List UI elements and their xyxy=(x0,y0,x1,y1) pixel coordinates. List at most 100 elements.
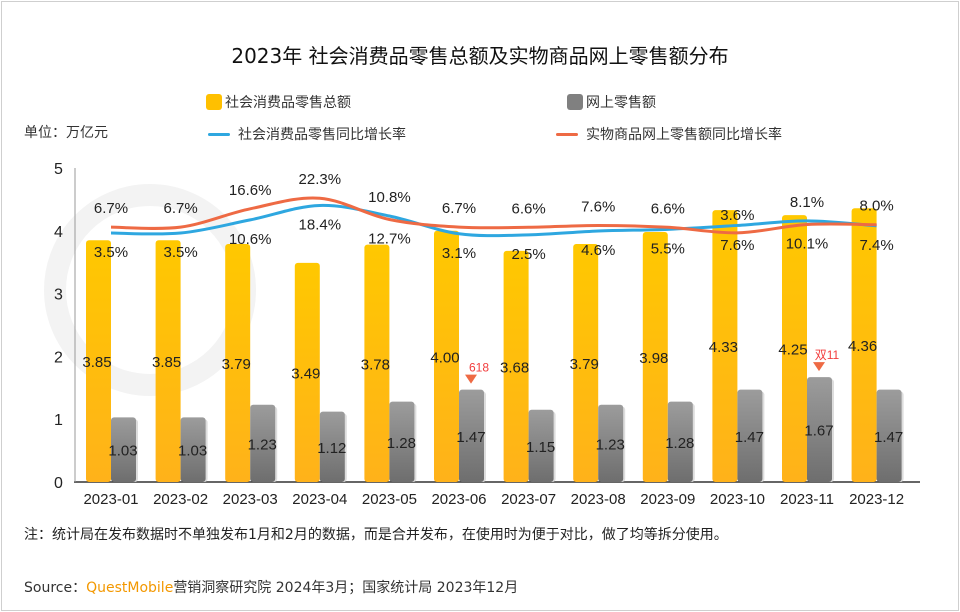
line-label-retail-growth: 7.6% xyxy=(720,237,754,254)
line-label-online-growth: 22.3% xyxy=(299,171,342,188)
x-tick-label: 2023-12 xyxy=(849,491,904,508)
bar-retail-total xyxy=(782,215,807,482)
legend-item-online-retail: 网上零售额 xyxy=(567,92,656,112)
bar-label-retail-total: 4.00 xyxy=(430,349,459,366)
line-label-retail-growth: 5.5% xyxy=(651,240,685,257)
annotation-arrow-icon xyxy=(465,374,477,384)
line-label-online-growth: 6.7% xyxy=(163,200,197,217)
legend-item-online-growth: 实物商品网上零售额同比增长率 xyxy=(556,124,782,144)
legend-label: 实物商品网上零售额同比增长率 xyxy=(586,127,782,143)
bar-label-retail-total: 3.85 xyxy=(152,354,181,371)
bar-retail-total xyxy=(294,262,320,482)
line-label-online-growth: 10.8% xyxy=(368,189,411,206)
bar-retail-total xyxy=(364,244,390,482)
legend-label: 社会消费品零售同比增长率 xyxy=(238,127,406,143)
bar-retail-total xyxy=(155,240,181,482)
bar-label-retail-total: 3.78 xyxy=(361,356,390,373)
line-label-online-growth: 16.6% xyxy=(229,182,272,199)
line-label-online-growth: 8.1% xyxy=(790,194,824,211)
legend-swatch-yellow xyxy=(206,94,222,110)
bar-retail-total xyxy=(573,243,599,482)
x-tick-label: 2023-02 xyxy=(153,491,208,508)
line-retail-growth xyxy=(110,203,877,238)
chart-title: 2023年 社会消费品零售总额及实物商品网上零售额分布 xyxy=(231,44,729,68)
line-label-online-growth: 3.6% xyxy=(720,207,754,224)
source-prefix: Source： xyxy=(24,580,87,596)
legend-label: 社会消费品零售总额 xyxy=(225,95,351,111)
y-tick-label: 4 xyxy=(54,224,63,241)
bar-label-online-retail: 1.47 xyxy=(874,429,903,446)
bar-label-retail-total: 4.25 xyxy=(778,342,807,359)
line-label-retail-growth: 7.4% xyxy=(859,237,893,254)
bar-label-online-retail: 1.47 xyxy=(735,429,764,446)
bar-label-online-retail: 1.23 xyxy=(248,436,277,453)
bar-label-retail-total: 4.33 xyxy=(709,339,738,356)
bar-label-online-retail: 1.12 xyxy=(317,440,346,457)
bar-online-retail xyxy=(389,401,415,482)
bar-online-retail xyxy=(180,417,206,482)
legend-item-retail-growth: 社会消费品零售同比增长率 xyxy=(208,124,406,144)
source-line: Source：QuestMobile营销洞察研究院 2024年3月；国家统计局 … xyxy=(24,577,518,597)
bar-label-online-retail: 1.67 xyxy=(804,423,833,440)
bar-label-online-retail: 1.28 xyxy=(665,435,694,452)
x-tick-label: 2023-01 xyxy=(83,491,138,508)
y-tick-label: 5 xyxy=(54,161,63,178)
bar-label-retail-total: 3.68 xyxy=(500,359,529,376)
bar-online-retail xyxy=(598,404,624,482)
x-tick-label: 2023-11 xyxy=(780,491,834,508)
bar-label-online-retail: 1.47 xyxy=(456,429,485,446)
bar-label-retail-total: 4.36 xyxy=(848,338,877,355)
y-tick-label: 1 xyxy=(54,412,63,429)
line-label-retail-growth: 3.5% xyxy=(94,244,128,261)
x-tick-label: 2023-06 xyxy=(431,491,486,508)
line-label-online-growth: 6.7% xyxy=(94,200,128,217)
line-label-online-growth: 7.6% xyxy=(581,198,615,215)
bar-label-online-retail: 1.15 xyxy=(526,439,555,456)
bar-online-retail xyxy=(459,389,484,482)
source-rest: 营销洞察研究院 2024年3月；国家统计局 2023年12月 xyxy=(173,580,519,596)
bar-label-online-retail: 1.23 xyxy=(596,436,625,453)
x-tick-label: 2023-05 xyxy=(362,491,417,508)
footnote: 注：统计局在发布数据时不单独发布1月和2月的数据，而是合并发布，在使用时为便于对… xyxy=(24,527,728,543)
bar-online-retail xyxy=(528,409,554,482)
bar-retail-total xyxy=(642,232,668,482)
x-tick-label: 2023-04 xyxy=(292,491,347,508)
y-tick-label: 0 xyxy=(54,475,63,492)
bar-retail-total xyxy=(712,210,738,483)
bar-online-retail xyxy=(250,404,276,482)
y-tick-label: 3 xyxy=(54,287,63,304)
source-brand: QuestMobile xyxy=(86,580,174,596)
legend-item-retail-total: 社会消费品零售总额 xyxy=(206,92,351,112)
bar-retail-total xyxy=(503,250,529,482)
bar-retail-total xyxy=(851,208,877,482)
bar-retail-total xyxy=(434,230,459,482)
y-tick-label: 2 xyxy=(54,349,63,366)
line-label-retail-growth: 18.4% xyxy=(299,216,342,233)
annotation-arrow-icon xyxy=(813,362,825,372)
unit-label: 单位：万亿元 xyxy=(24,125,108,141)
bar-retail-total xyxy=(86,240,111,482)
line-label-online-growth: 8.0% xyxy=(859,198,893,215)
line-label-retail-growth: 3.1% xyxy=(442,245,476,262)
bar-online-retail xyxy=(807,377,832,482)
legend-swatch-gray xyxy=(567,94,583,110)
annotation-label: 618 xyxy=(469,361,489,375)
bar-label-online-retail: 1.28 xyxy=(387,435,416,452)
line-label-online-growth: 6.6% xyxy=(511,200,545,217)
line-label-online-growth: 6.6% xyxy=(651,200,685,217)
bar-online-retail xyxy=(667,401,693,482)
line-label-online-growth: 6.7% xyxy=(442,200,476,217)
bar-online-retail xyxy=(737,389,763,482)
x-tick-label: 2023-09 xyxy=(640,491,695,508)
x-tick-label: 2023-07 xyxy=(501,491,556,508)
bar-label-retail-total: 3.49 xyxy=(291,365,320,382)
annotation-label: 双11 xyxy=(815,348,840,362)
bar-label-retail-total: 3.79 xyxy=(222,356,251,373)
legend-line-red xyxy=(556,132,578,136)
bar-label-retail-total: 3.98 xyxy=(639,350,668,367)
x-tick-label: 2023-08 xyxy=(571,491,626,508)
line-label-retail-growth: 10.6% xyxy=(229,231,272,248)
line-label-retail-growth: 3.5% xyxy=(163,244,197,261)
